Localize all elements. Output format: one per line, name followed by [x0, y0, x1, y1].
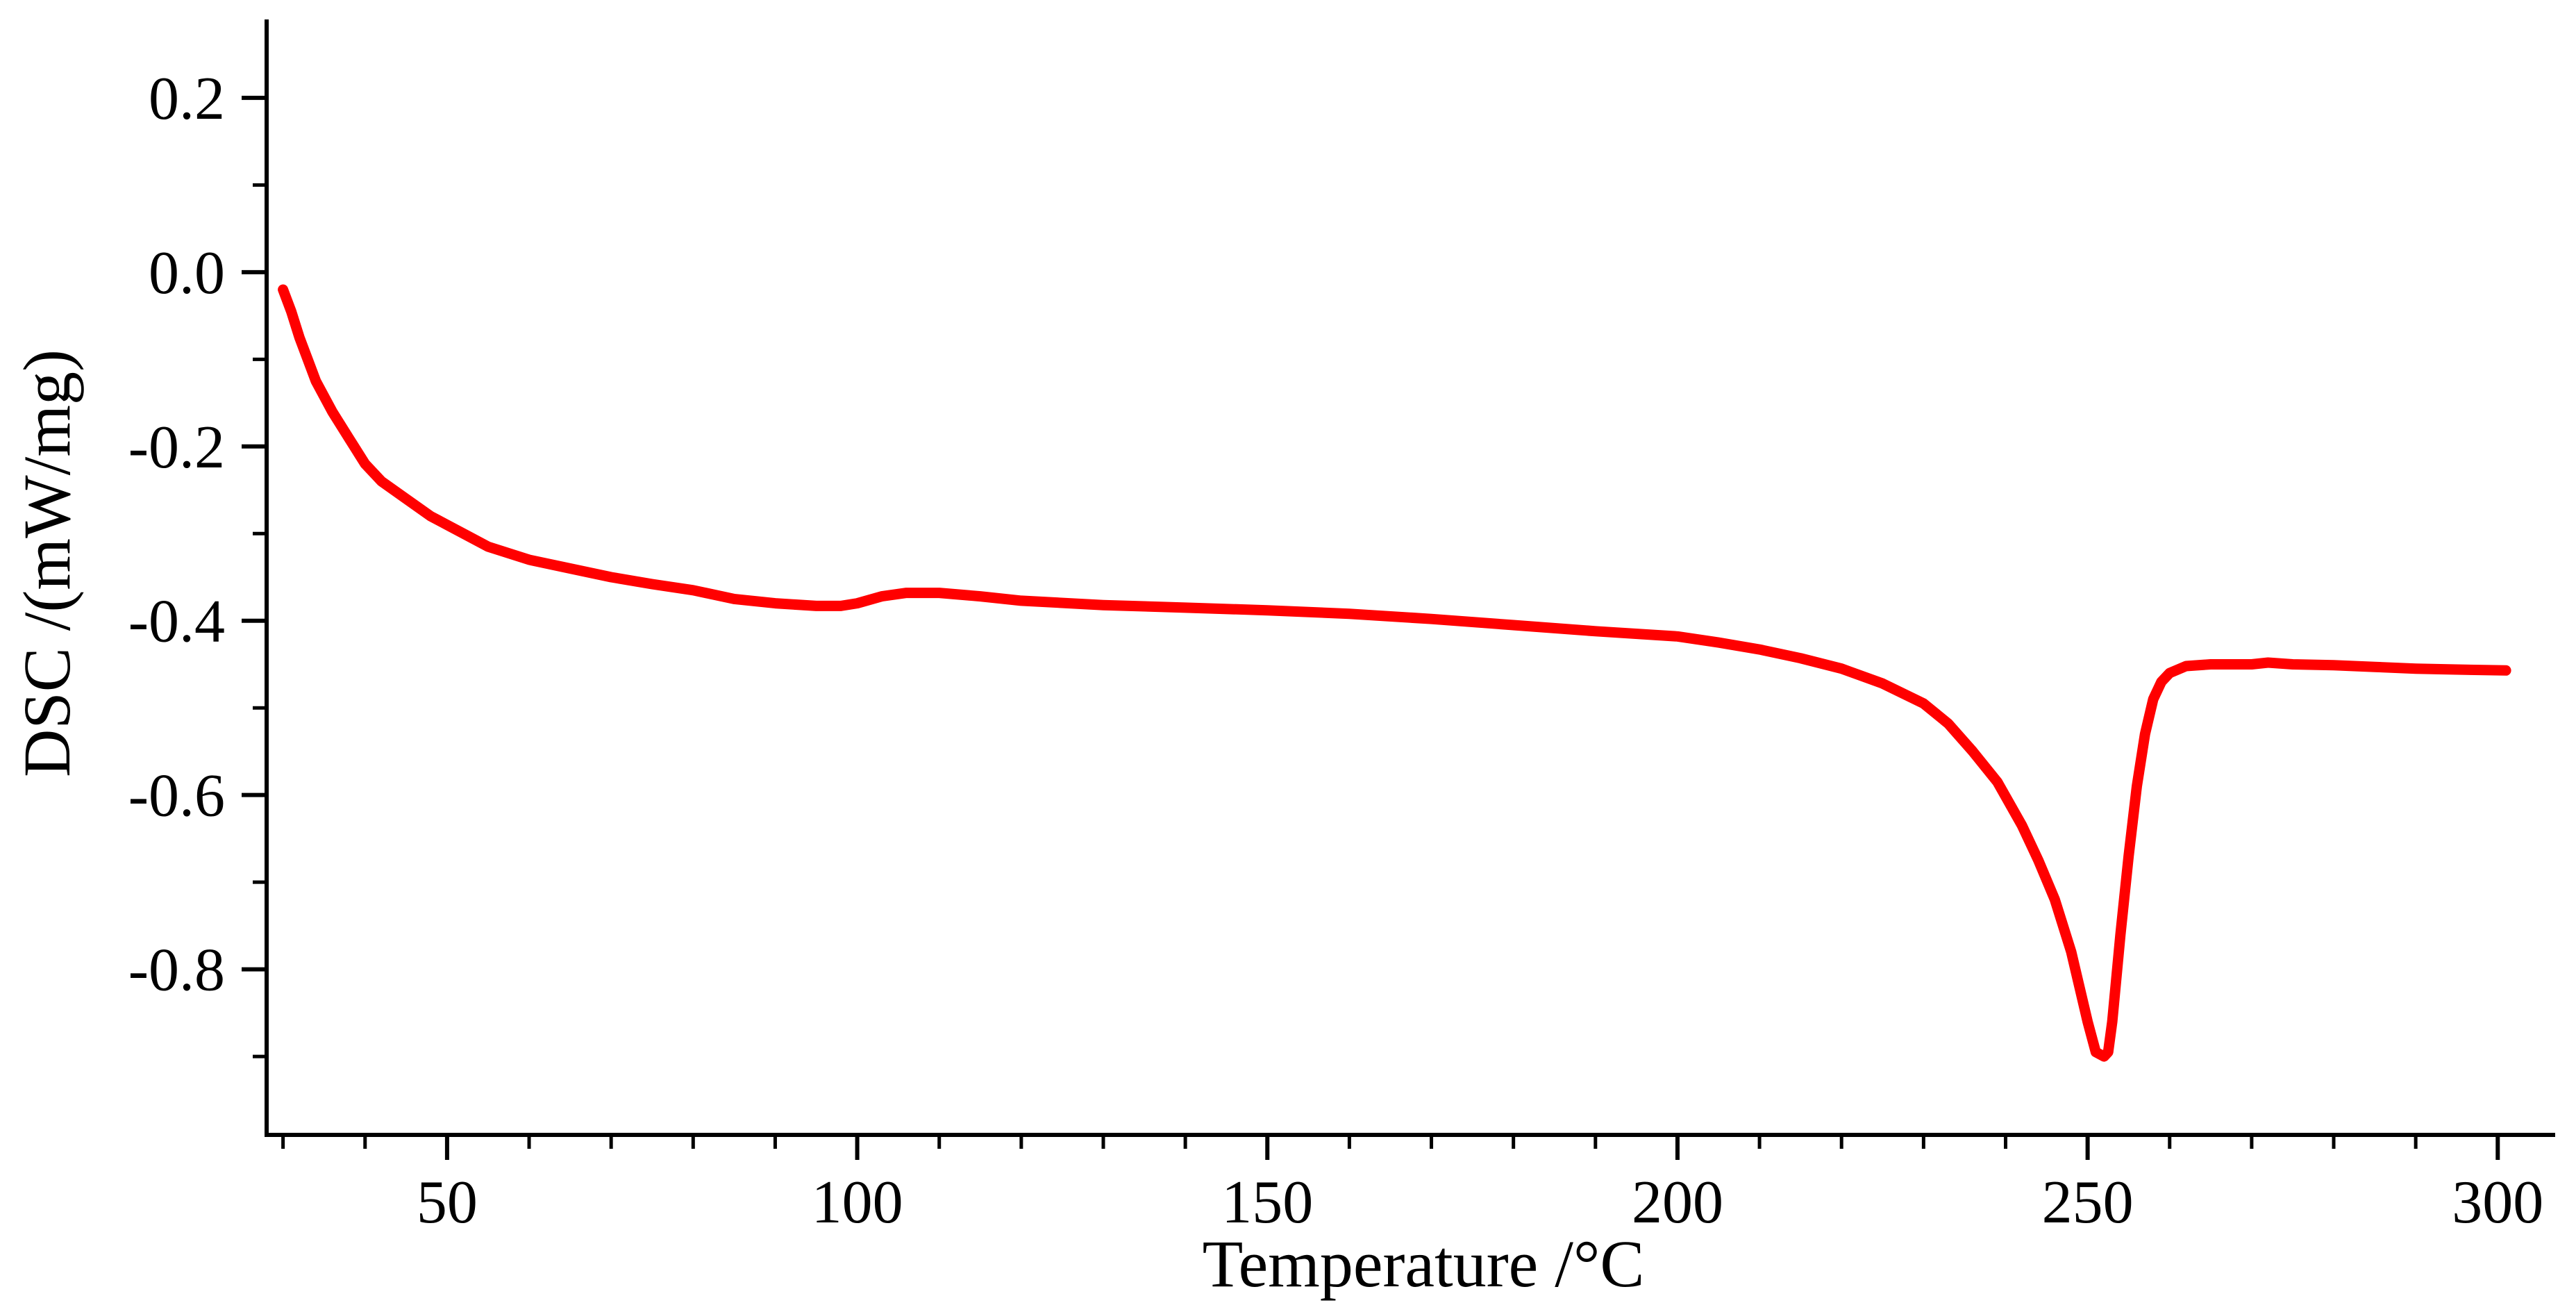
y-tick-label: -0.4: [128, 588, 225, 656]
y-tick-label: -0.6: [128, 763, 225, 830]
y-tick-label: -0.8: [128, 937, 225, 1004]
x-tick-label: 250: [2042, 1169, 2134, 1236]
y-tick-label: 0.0: [149, 240, 225, 307]
y-tick-label: -0.2: [128, 414, 225, 481]
x-tick-label: 150: [1221, 1169, 1313, 1236]
tick-labels: 50 100 150 200 250 300 0.2 0.0 -0.2 -0.4 -0.6 -0.8: [128, 65, 2544, 1236]
x-tick-label: 50: [417, 1169, 478, 1236]
minor-ticks: [253, 183, 2418, 1149]
y-axis-title: DSC /(mW/mg): [10, 349, 84, 777]
x-tick-label: 200: [1632, 1169, 1723, 1236]
x-axis-title: Temperature /°C: [1203, 1227, 1645, 1301]
x-tick-label: 300: [2452, 1169, 2543, 1236]
x-tick-label: 100: [812, 1169, 903, 1236]
dsc-curve: [278, 284, 2511, 1062]
series-layer: [278, 284, 2511, 1062]
axes: [265, 19, 2555, 1137]
major-ticks: [242, 95, 2500, 1160]
y-tick-label: 0.2: [149, 65, 225, 133]
